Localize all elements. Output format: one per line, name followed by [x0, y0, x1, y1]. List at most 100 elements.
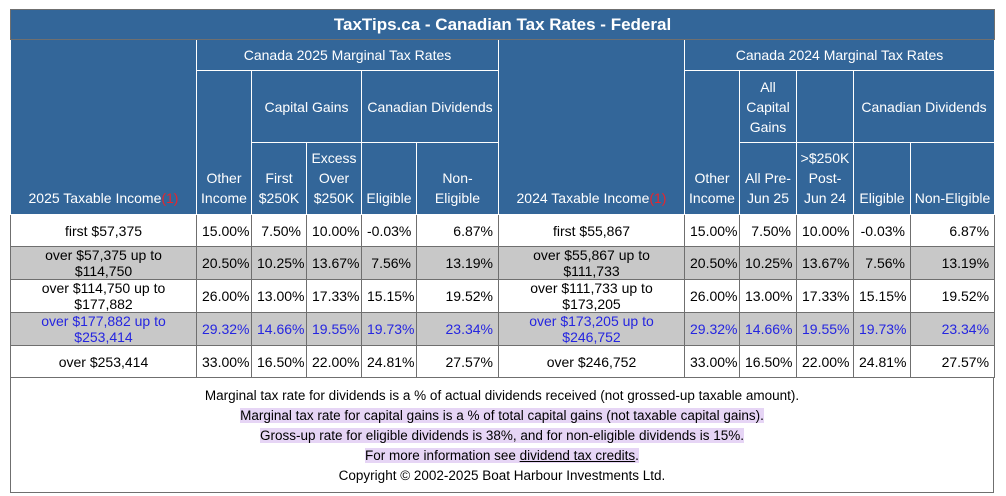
right-canadian-dividends-header: Canadian Dividends [852, 70, 996, 143]
table-cell-l-elig: 24.81% [361, 345, 417, 378]
table-cell-r-cg2: 17.33% [796, 279, 854, 313]
table-cell-l-income: over $177,882 up to $253,414 [10, 312, 197, 346]
table-cell-l-nonelig: 23.34% [416, 312, 499, 346]
table-cell-r-nonelig: 19.52% [909, 279, 996, 313]
left-canadian-dividends-header: Canadian Dividends [361, 70, 499, 143]
left-first-250k-header: First $250K [251, 142, 307, 215]
table-cell-l-cg2: 17.33% [306, 279, 362, 313]
table-cell-l-income: over $253,414 [10, 345, 197, 378]
table-cell-r-income: over $173,205 up to $246,752 [498, 312, 685, 346]
table-cell-l-elig: 7.56% [361, 246, 417, 280]
table-cell-r-income: over $111,733 up to $173,205 [498, 279, 685, 313]
table-cell-l-elig: 19.73% [361, 312, 417, 346]
left-group-title: Canada 2025 Marginal Tax Rates [196, 39, 499, 71]
table-cell-r-elig: 19.73% [853, 312, 911, 346]
page-title: TaxTips.ca - Canadian Tax Rates - Federa… [9, 9, 996, 40]
table-cell-l-other: 26.00% [196, 279, 252, 313]
table-cell-l-cg1: 13.00% [251, 279, 307, 313]
note-dividends: Marginal tax rate for dividends is a % o… [11, 386, 993, 406]
table-cell-r-cg1: 10.25% [739, 246, 797, 280]
table-cell-r-cg2: 10.00% [796, 214, 854, 247]
table-cell-l-income: over $57,375 up to $114,750 [10, 246, 197, 280]
table-cell-l-other: 33.00% [196, 345, 252, 378]
copyright-text: Copyright © 2002-2025 Boat Harbour Inves… [338, 468, 666, 483]
note-capital-gains: Marginal tax rate for capital gains is a… [11, 406, 993, 426]
right-note-ref-link[interactable]: (1) [649, 190, 667, 206]
left-note-ref-link[interactable]: (1) [161, 190, 179, 206]
table-cell-l-other: 20.50% [196, 246, 252, 280]
table-cell-r-nonelig: 6.87% [909, 214, 996, 247]
table-cell-l-other: 15.00% [196, 214, 252, 247]
right-all-pre-jun25-header: All Pre-Jun 25 [739, 142, 797, 215]
left-excess-250k-header: Excess Over $250K [306, 142, 362, 215]
table-row: over $253,414 33.00% 16.50% 22.00% 24.81% 27.… [10, 345, 996, 378]
right-capital-gains-spacer [796, 70, 854, 143]
table-cell-l-other: 29.32% [196, 312, 252, 346]
table-cell-l-nonelig: 6.87% [416, 214, 499, 247]
right-eligible-header: Eligible [853, 142, 911, 215]
table-cell-r-elig: -0.03% [853, 214, 911, 247]
rate-rows: first $57,375 15.00% 7.50% 10.00% -0.03% 6.87… [10, 214, 996, 378]
table-cell-l-cg2: 19.55% [306, 312, 362, 346]
table-cell-r-other: 33.00% [684, 345, 740, 378]
table-cell-r-nonelig: 23.34% [909, 312, 996, 346]
note-more-info-prefix: For more information see [365, 448, 520, 463]
right-all-capital-gains-header: All Capital Gains [739, 70, 797, 143]
table-cell-r-cg1: 16.50% [739, 345, 797, 378]
table-cell-r-cg2: 22.00% [796, 345, 854, 378]
note-more-info-suffix: . [635, 448, 639, 463]
table-cell-r-elig: 7.56% [853, 246, 911, 280]
footer-notes: Marginal tax rate for dividends is a % o… [10, 378, 994, 493]
table-cell-r-elig: 24.81% [853, 345, 911, 378]
table-cell-l-cg1: 16.50% [251, 345, 307, 378]
note-gross-up-text: Gross-up rate for eligible dividends is … [259, 428, 745, 443]
table-row: over $57,375 up to $114,750 20.50% 10.25% 1… [10, 246, 996, 280]
table-cell-r-elig: 15.15% [853, 279, 911, 313]
table-cell-r-cg2: 13.67% [796, 246, 854, 280]
table-row: over $177,882 up to $253,414 29.32% 14.66%… [10, 312, 996, 346]
note-gross-up: Gross-up rate for eligible dividends is … [11, 426, 993, 446]
table-cell-l-cg1: 10.25% [251, 246, 307, 280]
table-cell-r-nonelig: 27.57% [909, 345, 996, 378]
table-cell-r-cg1: 14.66% [739, 312, 797, 346]
table-cell-l-cg1: 14.66% [251, 312, 307, 346]
right-income-header: 2024 Taxable Income(1) [498, 39, 685, 215]
left-other-income-header: Other Income [196, 70, 252, 215]
table-cell-l-income: over $114,750 up to $177,882 [10, 279, 197, 313]
left-income-header-label: 2025 Taxable Income [28, 190, 162, 206]
table-cell-l-nonelig: 27.57% [416, 345, 499, 378]
table-cell-r-income: first $55,867 [498, 214, 685, 247]
right-over-250k-post-header: >$250K Post-Jun 24 [796, 142, 854, 215]
right-other-income-header: Other Income [684, 70, 740, 215]
left-capital-gains-header: Capital Gains [251, 70, 362, 143]
table-cell-r-nonelig: 13.19% [909, 246, 996, 280]
note-capital-gains-text: Marginal tax rate for capital gains is a… [240, 408, 764, 423]
table-cell-r-cg1: 7.50% [739, 214, 797, 247]
table-cell-l-cg2: 13.67% [306, 246, 362, 280]
right-group-title: Canada 2024 Marginal Tax Rates [683, 39, 996, 71]
tax-rates-table: TaxTips.ca - Canadian Tax Rates - Federa… [9, 9, 996, 378]
left-income-header: 2025 Taxable Income(1) [10, 39, 197, 215]
copyright: Copyright © 2002-2025 Boat Harbour Inves… [11, 466, 993, 486]
table-cell-l-elig: -0.03% [361, 214, 417, 247]
table-cell-l-cg2: 10.00% [306, 214, 362, 247]
right-income-header-label: 2024 Taxable Income [516, 190, 650, 206]
dividend-tax-credits-link[interactable]: dividend tax credits [519, 448, 636, 463]
left-eligible-header: Eligible [361, 142, 417, 215]
table-cell-r-other: 26.00% [684, 279, 740, 313]
table-cell-r-other: 29.32% [684, 312, 740, 346]
table-cell-l-income: first $57,375 [10, 214, 197, 247]
tax-rates-container: TaxTips.ca - Canadian Tax Rates - Federa… [9, 9, 996, 493]
table-cell-r-cg2: 19.55% [796, 312, 854, 346]
table-cell-l-elig: 15.15% [361, 279, 417, 313]
table-cell-l-cg1: 7.50% [251, 214, 307, 247]
table-cell-l-nonelig: 13.19% [416, 246, 499, 280]
table-cell-l-nonelig: 19.52% [416, 279, 499, 313]
left-non-eligible-header: Non-Eligible [416, 142, 499, 215]
table-cell-r-cg1: 13.00% [739, 279, 797, 313]
table-row: first $57,375 15.00% 7.50% 10.00% -0.03% 6.87… [10, 214, 996, 247]
note-more-info: For more information see dividend tax cr… [11, 446, 993, 466]
table-row: over $114,750 up to $177,882 26.00% 13.00%… [10, 279, 996, 313]
note-dividends-text: Marginal tax rate for dividends is a % o… [204, 388, 800, 403]
table-cell-r-income: over $55,867 up to $111,733 [498, 246, 685, 280]
